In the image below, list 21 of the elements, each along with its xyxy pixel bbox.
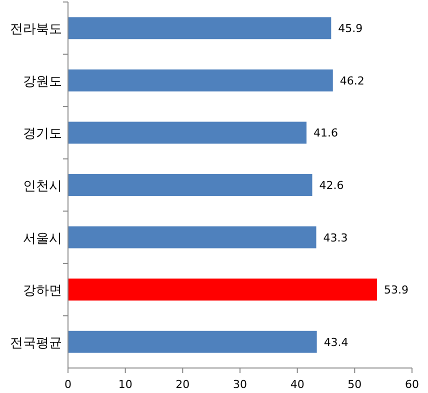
data-label: 45.9 [338,22,363,36]
data-label: 43.4 [324,336,348,349]
y-tick-label: 전라북도 [10,22,62,38]
x-tick-label: 10 [118,378,132,391]
x-tick-label: 30 [233,378,247,391]
y-tick-label: 경기도 [23,126,62,142]
data-label: 46.2 [340,74,364,88]
y-tick-label: 인천시 [23,179,62,194]
y-tick-label: 강원도 [23,74,62,90]
x-tick-label: 20 [176,378,190,391]
x-tick-label: 40 [290,378,304,391]
y-tick-label: 강하면 [23,284,62,299]
x-tick-label: 50 [348,378,362,391]
data-label: 43.3 [323,231,348,244]
x-tick-label: 60 [405,378,419,391]
x-tick-label: 0 [64,378,72,391]
y-tick-label: 서울시 [23,231,62,246]
data-label: 41.6 [314,126,338,140]
y-tick-label: 전국평균 [10,336,62,351]
data-label: 53.9 [384,284,409,297]
data-label: 42.6 [319,179,344,192]
